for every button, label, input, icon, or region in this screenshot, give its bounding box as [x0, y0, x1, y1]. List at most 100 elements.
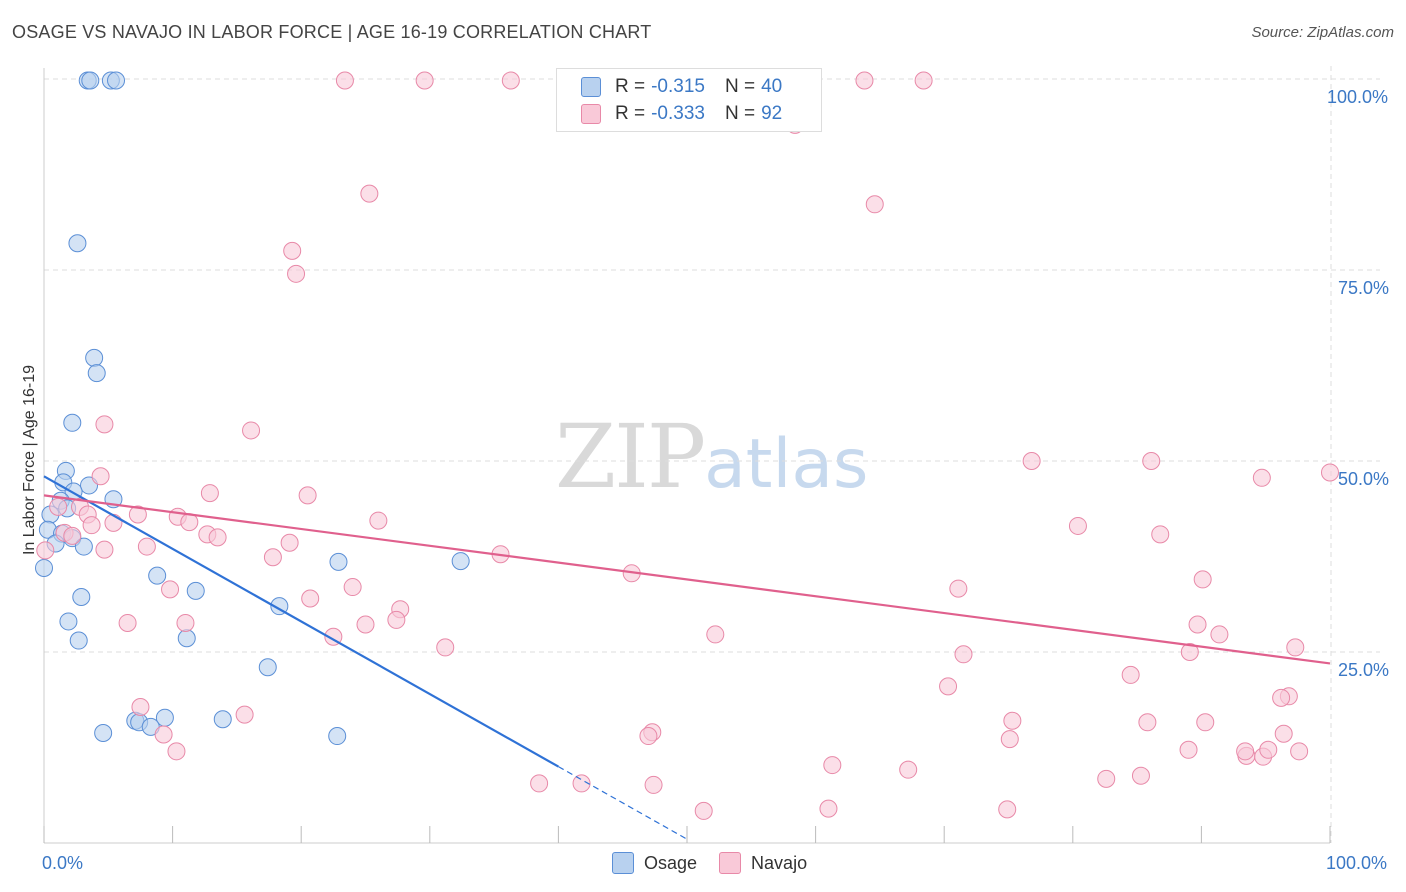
osage-point — [258, 658, 277, 677]
navajo-point — [1252, 468, 1271, 487]
navajo-point — [118, 613, 137, 632]
navajo-point — [82, 516, 101, 535]
chart-source: Source: ZipAtlas.com — [1251, 24, 1394, 41]
navajo-point — [176, 613, 195, 632]
watermark-zip: ZIP — [555, 405, 706, 508]
navajo-point — [1236, 742, 1255, 761]
navajo-point — [298, 486, 317, 505]
navajo-point — [301, 589, 320, 608]
y-tick-label-75: 75.0% — [1338, 278, 1390, 298]
navajo-point — [36, 541, 55, 560]
navajo-point — [161, 580, 180, 599]
navajo-point — [1003, 711, 1022, 730]
osage-point — [107, 71, 126, 90]
navajo-point — [899, 760, 918, 779]
navajo-trend-line — [43, 494, 1331, 665]
legend-row-osage: R = -0.315 N = 40 — [581, 75, 802, 99]
navajo-point — [287, 264, 306, 283]
osage-point — [94, 723, 113, 742]
navajo-point — [1193, 570, 1212, 589]
legend-item-navajo[interactable]: Navajo — [719, 852, 807, 874]
osage-point — [69, 631, 88, 650]
navajo-point — [530, 774, 549, 793]
osage-trend-extension — [558, 766, 688, 840]
navajo-point — [95, 540, 114, 559]
osage-point — [148, 566, 167, 585]
navajo-point — [1000, 730, 1019, 749]
navajo-point — [1138, 713, 1157, 732]
navajo-point — [1151, 525, 1170, 544]
navajo-point — [280, 533, 299, 552]
navajo-point — [131, 698, 150, 717]
navajo-point — [235, 705, 254, 724]
navajo-point — [914, 71, 933, 90]
osage-point — [35, 558, 53, 577]
chart-title: OSAGE VS NAVAJO IN LABOR FORCE | AGE 16-… — [12, 22, 652, 42]
navajo-point — [1121, 665, 1140, 684]
navajo-point — [63, 526, 82, 545]
osage-point — [328, 727, 347, 746]
y-tick-label-50: 50.0% — [1338, 469, 1390, 489]
navajo-point — [998, 800, 1017, 819]
legend-swatch-osage-bottom — [612, 852, 634, 874]
navajo-point — [360, 184, 379, 203]
legend-n-value-navajo: 92 — [761, 103, 783, 124]
osage-point — [213, 710, 232, 729]
navajo-point — [694, 801, 713, 820]
osage-trend-line — [43, 475, 559, 768]
x-tick-label-min: 0.0% — [42, 853, 84, 873]
navajo-point — [1321, 463, 1339, 482]
navajo-point — [1259, 740, 1278, 759]
legend-r-label-navajo: R = — [615, 103, 646, 124]
legend-row-navajo: R = -0.333 N = 92 — [581, 102, 802, 126]
navajo-point — [104, 513, 123, 532]
navajo-point — [1142, 452, 1161, 470]
navajo-point — [415, 71, 434, 90]
navajo-point — [49, 497, 68, 516]
legend-r-label-osage: R = — [615, 76, 646, 97]
navajo-point — [1196, 713, 1215, 732]
legend-label-osage: Osage — [644, 852, 698, 873]
navajo-point — [855, 71, 874, 90]
navajo-point — [91, 467, 110, 486]
navajo-point — [128, 505, 147, 524]
navajo-point — [1180, 643, 1199, 661]
navajo-point — [1188, 615, 1207, 634]
navajo-point — [356, 615, 375, 634]
legend-n-label-osage: N = — [724, 76, 756, 97]
stats-legend: R = -0.315 N = 40 R = -0.333 N = 92 — [556, 68, 822, 132]
navajo-point — [242, 421, 261, 440]
watermark: ZIPatlas — [555, 405, 868, 508]
navajo-point — [1097, 769, 1116, 788]
navajo-point — [1068, 516, 1087, 535]
navajo-point — [949, 579, 968, 598]
legend-r-value-osage: -0.315 — [651, 76, 705, 97]
navajo-point — [1179, 740, 1198, 759]
navajo-point — [154, 725, 173, 744]
series-legend: Osage Navajo — [612, 852, 829, 874]
navajo-point — [167, 742, 186, 761]
navajo-point — [954, 645, 973, 664]
x-tick-label-max: 100.0% — [1326, 853, 1388, 873]
navajo-point — [639, 727, 658, 746]
navajo-point — [387, 610, 406, 629]
navajo-point — [1290, 742, 1309, 761]
legend-swatch-osage — [581, 77, 601, 97]
navajo-point — [95, 415, 114, 434]
osage-point — [68, 234, 87, 253]
legend-r-value-navajo: -0.333 — [651, 103, 705, 124]
navajo-point — [1272, 688, 1291, 707]
legend-swatch-navajo — [581, 104, 601, 124]
osage-point — [451, 552, 470, 571]
navajo-point — [939, 677, 958, 696]
legend-item-osage[interactable]: Osage — [612, 852, 697, 874]
navajo-point — [644, 775, 663, 794]
navajo-point — [208, 528, 227, 547]
navajo-point — [263, 548, 282, 567]
navajo-point — [572, 774, 591, 793]
osage-point — [81, 71, 100, 90]
legend-n-value-osage: 40 — [761, 76, 783, 97]
navajo-point — [283, 241, 302, 260]
y-tick-label-25: 25.0% — [1338, 660, 1390, 680]
osage-point — [177, 629, 196, 648]
